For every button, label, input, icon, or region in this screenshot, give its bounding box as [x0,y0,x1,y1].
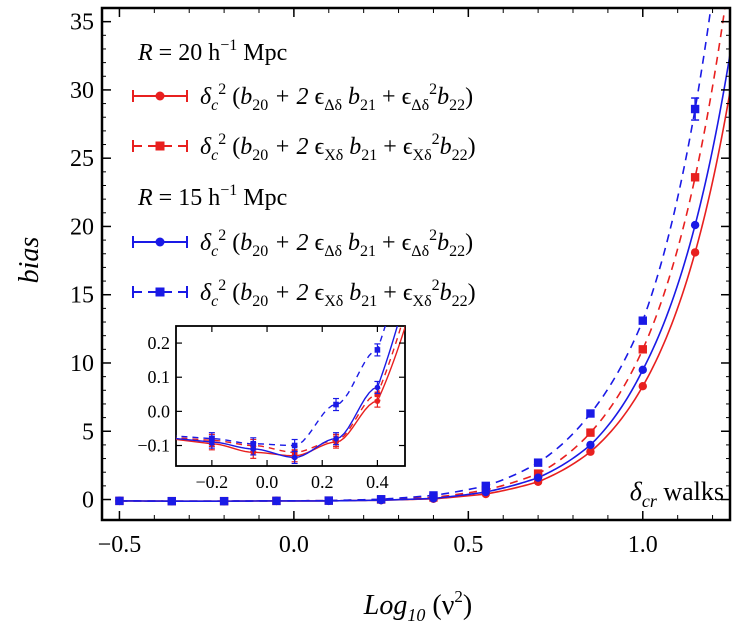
inset-y-tick-label: −0.1 [137,436,170,456]
point-series-4 [376,495,386,504]
point-series-4 [638,316,647,325]
inset-curve-series-3 [176,326,399,459]
inset-x-tick-label: 0.2 [311,472,334,492]
legend-entry-4: δc2 (b20 + 2 ϵXδ b21 + ϵXδ2b22) [132,277,476,310]
legend-group-title: R = 20 h−1 Mpc [137,37,287,66]
inset-y-tick-label: 0.2 [148,333,171,353]
y-tick-label: 5 [82,419,94,445]
inset-point-series-4 [374,347,381,353]
x-axis-label: Log10 (ν2) [363,587,472,625]
x-tick-label: 0.0 [279,532,309,558]
inset-curve-series-4 [176,326,386,447]
inset-x-tick-label: −0.2 [196,472,229,492]
point-series-2 [690,173,700,182]
y-tick-label: 25 [70,146,94,172]
legend-marker [155,237,165,247]
inset-point-series-4 [333,401,339,408]
y-axis-label: bias [14,237,45,284]
inset-point-series-2 [374,391,381,398]
point-series-1 [638,381,647,391]
y-tick-label: 0 [82,488,94,514]
point-series-1 [690,248,700,257]
inset-point-series-3 [291,454,298,461]
walks-annotation: δcr walks [630,477,724,511]
point-series-4 [533,458,543,467]
inset-point-series-4 [250,441,257,447]
point-series-4 [429,491,438,500]
point-series-4 [586,409,595,418]
point-series-3 [533,473,543,482]
point-series-4 [272,496,281,506]
point-series-3 [690,220,700,230]
legend-label: δc2 (b20 + 2 ϵΔδ b21 + ϵΔδ2b22) [200,227,473,260]
y-tick-label: 30 [70,78,94,104]
y-tick-label: 20 [70,214,94,240]
legend-label: δc2 (b20 + 2 ϵΔδ b21 + ϵΔδ2b22) [200,81,473,114]
inset-point-series-3 [333,435,339,442]
legend-marker [155,141,165,151]
point-series-4 [219,496,229,506]
inset-curve-series-1 [176,326,405,457]
legend-entry-2: δc2 (b20 + 2 ϵXδ b21 + ϵXδ2b22) [132,131,476,164]
legend: R = 20 h−1 Mpc δc2 (b20 + 2 ϵΔδ b21 + ϵΔδ… [132,37,476,310]
point-series-2 [586,428,595,437]
inset-points [208,343,381,465]
legend-group-title: R = 15 h−1 Mpc [137,182,287,211]
legend-entry-1: δc2 (b20 + 2 ϵΔδ b21 + ϵΔδ2b22) [132,81,473,114]
point-series-2 [638,345,647,354]
inset-point-series-4 [209,435,215,442]
point-series-1 [586,447,595,456]
x-tick-label: 1.0 [628,532,658,558]
legend-label: δc2 (b20 + 2 ϵXδ b21 + ϵXδ2b22) [200,131,476,164]
x-tick-label: 0.5 [453,532,483,558]
point-series-3 [638,365,647,375]
legend-marker [155,91,165,101]
legend-label: δc2 (b20 + 2 ϵXδ b21 + ϵXδ2b22) [200,277,476,310]
legend-marker [155,287,165,297]
plot-frame [100,6,732,522]
main-axes: −0.5 0.0 0.5 1.0 0 5 10 15 20 25 30 35 [70,6,732,558]
point-series-4 [324,496,333,505]
y-tick-label: 35 [70,10,94,36]
inset-curve-series-2 [176,326,402,454]
inset-point-series-4 [291,442,298,449]
inset-x-tick-label: 0.4 [366,472,389,492]
point-series-3 [586,440,595,450]
inset-x-tick-label: 0.0 [256,472,279,492]
point-series-4 [167,496,176,506]
inset-point-series-3 [374,384,381,391]
inset-curves [176,326,405,459]
point-series-4 [115,496,124,506]
inset-y-tick-label: 0.0 [148,401,171,421]
x-tick-label: −0.5 [98,532,142,558]
legend-entry-3: δc2 (b20 + 2 ϵΔδ b21 + ϵΔδ2b22) [132,227,473,260]
inset-chart: −0.2 0.0 0.2 0.4 −0.1 0.0 0.1 0.2 [137,325,406,492]
point-series-4 [481,481,490,491]
main-points [115,97,700,506]
y-tick-label: 10 [70,351,94,377]
y-tick-label: 15 [70,283,94,309]
inset-y-tick-label: 0.1 [148,367,171,387]
